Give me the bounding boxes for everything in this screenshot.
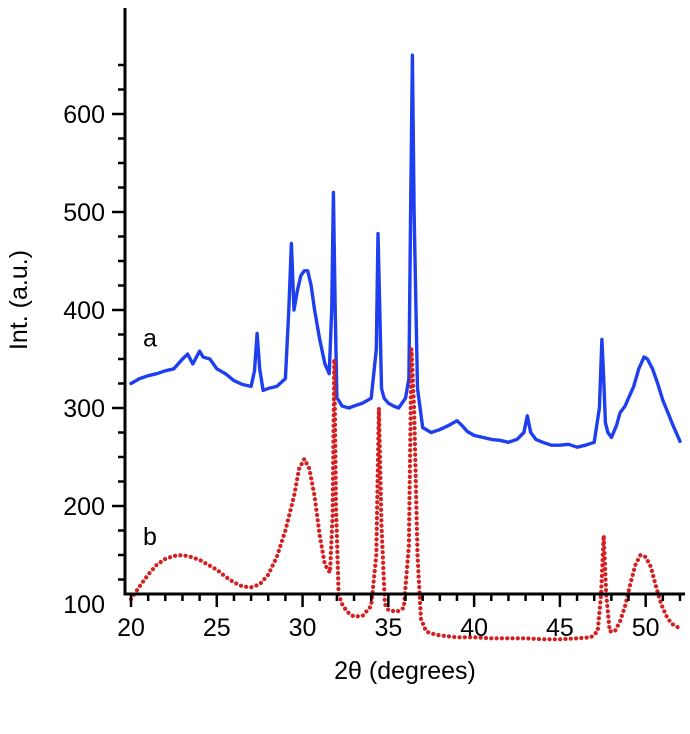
- x-tick-label: 50: [632, 614, 660, 642]
- y-tick-label: 500: [63, 199, 105, 227]
- x-tick-label: 45: [546, 614, 574, 642]
- y-tick-label: 200: [63, 493, 105, 521]
- x-tick-label: 35: [374, 614, 402, 642]
- y-tick-label: 600: [63, 101, 105, 129]
- x-tick-label: 20: [117, 614, 145, 642]
- y-axis-title: Int. (a.u.): [5, 250, 33, 350]
- curve-label-a: a: [143, 324, 157, 352]
- series-a-line: [131, 55, 680, 447]
- x-tick-label: 40: [460, 614, 488, 642]
- y-tick-label: 300: [63, 395, 105, 423]
- x-tick-label: 25: [203, 614, 231, 642]
- axes: [112, 8, 685, 607]
- x-tick-label: 30: [289, 614, 317, 642]
- x-axis-title: 2θ (degrees): [334, 657, 476, 685]
- y-tick-label: 100: [63, 591, 105, 619]
- curve-label-b: b: [143, 523, 157, 551]
- plot-area: [131, 55, 680, 639]
- y-tick-label: 400: [63, 297, 105, 325]
